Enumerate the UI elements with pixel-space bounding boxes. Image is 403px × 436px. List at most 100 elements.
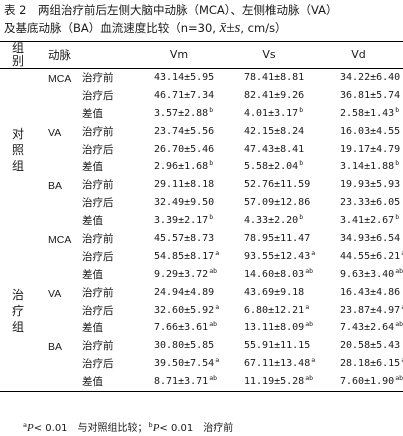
vd-value: 23.87±4.97 — [340, 304, 401, 316]
vd-value: 36.81±5.74 — [340, 89, 401, 101]
cell-vd: 16.03±4.55 — [314, 123, 403, 141]
stage-label: 治疗后 — [82, 250, 114, 263]
cell-vd: 20.58±5.43 — [314, 337, 403, 355]
vs-significance: b — [299, 213, 304, 222]
vm-value: 3.57±2.88 — [154, 107, 209, 119]
cell-vm: 3.57±2.88b — [134, 105, 224, 123]
vs-value: 93.55±12.43 — [244, 250, 311, 262]
cell-vs: 57.09±12.86 — [224, 194, 314, 212]
vm-value: 26.70±5.46 — [154, 143, 215, 155]
cell-vd: 9.63±3.40ab — [314, 266, 403, 284]
cell-vm: 2.96±1.68b — [134, 158, 224, 176]
vm-value: 45.57±8.73 — [154, 232, 215, 244]
table-body: 对 照 组 MCA 治疗前 43.14±5.95 78.41±8.81 34.22±6.4… — [0, 69, 403, 392]
stage-label: 差值 — [82, 107, 103, 120]
vm-value: 30.80±5.85 — [154, 340, 215, 352]
cell-vd: 28.18±6.15a — [314, 355, 403, 373]
vs-value: 57.09±12.86 — [244, 197, 311, 209]
vs-value: 6.80±12.21 — [244, 304, 305, 316]
vd-value: 7.43±2.64 — [340, 322, 395, 334]
vd-significance: a — [401, 356, 403, 364]
vs-significance: a — [305, 302, 310, 311]
table-row: VA 治疗前 23.74±5.56 42.15±8.24 16.03±4.55 — [0, 123, 403, 141]
stage-label: 治疗前 — [82, 125, 114, 138]
artery-label: MCA — [48, 73, 72, 85]
vm-value: 8.71±3.71 — [154, 376, 209, 388]
vs-significance: ab — [305, 320, 314, 329]
table-row: 差值 7.66±3.61ab 13.11±8.09ab 7.43±2.64ab — [0, 319, 403, 337]
vd-significance: b — [395, 159, 400, 168]
vm-significance: ab — [209, 374, 218, 383]
vm-value: 24.94±4.89 — [154, 286, 215, 298]
cell-vs: 67.11±13.48a — [224, 355, 316, 373]
stage-label: 治疗后 — [82, 89, 114, 102]
table-row: 治疗后 26.70±5.46 47.43±8.41 19.17±4.79 — [0, 141, 403, 159]
vs-value: 47.43±8.41 — [244, 143, 305, 155]
header-vd: Vd — [314, 41, 403, 69]
vs-value: 4.33±2.20 — [244, 215, 299, 227]
vd-value: 2.58±1.43 — [340, 107, 395, 119]
table-caption-line2: 及基底动脉（BA）血流速度比较（n=30, x̄±s, cm/s） — [4, 21, 287, 36]
cell-vd: 36.81±5.74 — [314, 87, 403, 105]
footnote-sup-b: b — [148, 421, 153, 429]
cell-vs: 47.43±8.41 — [224, 141, 314, 159]
table-row: 差值 3.39±2.17b 4.33±2.20b 3.41±2.67b — [0, 212, 403, 230]
cell-vs: 4.33±2.20b — [224, 212, 314, 230]
vd-value: 34.93±6.54 — [340, 232, 401, 244]
header-vs: Vs — [224, 41, 314, 69]
vs-significance: a — [311, 356, 316, 365]
cell-vm: 24.94±4.89 — [134, 284, 224, 302]
vs-value: 11.19±5.28 — [244, 376, 305, 388]
vd-value: 23.33±6.05 — [340, 197, 401, 209]
vd-value: 3.14±1.88 — [340, 161, 395, 173]
cell-vm: 29.11±8.18 — [134, 176, 224, 194]
cell-vm: 9.29±3.72ab — [134, 266, 224, 284]
cell-vs: 78.41±8.81 — [224, 69, 314, 87]
stage-label: 差值 — [82, 376, 103, 389]
vd-value: 19.93±5.93 — [340, 179, 401, 191]
vs-significance: b — [299, 105, 304, 114]
header-artery: 动脉 — [36, 41, 80, 69]
vs-value: 82.41±9.26 — [244, 89, 305, 101]
stage-label: 治疗后 — [82, 304, 114, 317]
cell-vm: 32.49±9.50 — [134, 194, 224, 212]
vm-significance: b — [209, 213, 214, 222]
vs-significance: ab — [305, 266, 314, 275]
vs-value: 14.60±8.03 — [244, 268, 305, 280]
footnote-text-b: < 0.01 治疗前 — [159, 423, 234, 434]
cell-vm: 32.60±5.92a — [134, 302, 224, 320]
vs-value: 43.69±9.18 — [244, 286, 305, 298]
group-label: 治 疗 组 — [11, 287, 24, 334]
cell-vm: 45.57±8.73 — [134, 230, 224, 248]
cell-vs: 14.60±8.03ab — [224, 266, 314, 284]
table-row: 治疗后 32.49±9.50 57.09±12.86 23.33±6.05 — [0, 194, 403, 212]
cell-vs: 43.69±9.18 — [224, 284, 314, 302]
header-vm: Vm — [134, 41, 224, 69]
vd-value: 16.03±4.55 — [340, 125, 401, 137]
vm-value: 7.66±3.61 — [154, 322, 209, 334]
vs-value: 13.11±8.09 — [244, 322, 305, 334]
artery-label: BA — [48, 341, 63, 354]
table-row: 差值 2.96±1.68b 5.58±2.04b 3.14±1.88b — [0, 158, 403, 176]
vm-value: 29.11±8.18 — [154, 179, 215, 191]
cell-vd: 19.93±5.93 — [314, 176, 403, 194]
cell-vm: 43.14±5.95 — [134, 69, 224, 87]
cell-vd: 34.93±6.54 — [314, 230, 403, 248]
vd-value: 20.58±5.43 — [340, 340, 401, 352]
vd-value: 9.63±3.40 — [340, 268, 395, 280]
table-row: 差值 8.71±3.71ab 11.19±5.28ab 7.60±1.90ab — [0, 373, 403, 391]
cell-vs: 11.19±5.28ab — [224, 373, 314, 391]
vs-value: 5.58±2.04 — [244, 161, 299, 173]
vm-value: 54.85±8.17 — [154, 250, 215, 262]
stage-label: 差值 — [82, 322, 103, 335]
cell-vs: 13.11±8.09ab — [224, 319, 314, 337]
stage-label: 治疗前 — [82, 286, 114, 299]
cell-vd: 16.43±4.86 — [314, 284, 403, 302]
vd-value: 19.17±4.79 — [340, 143, 401, 155]
table-row: 差值 3.57±2.88b 4.01±3.17b 2.58±1.43 b — [0, 105, 403, 123]
table-row: 差值 9.29±3.72ab 14.60±8.03ab 9.63±3.40ab — [0, 266, 403, 284]
cell-vs: 4.01±3.17b — [224, 105, 314, 123]
vd-significance: ab — [395, 374, 403, 383]
